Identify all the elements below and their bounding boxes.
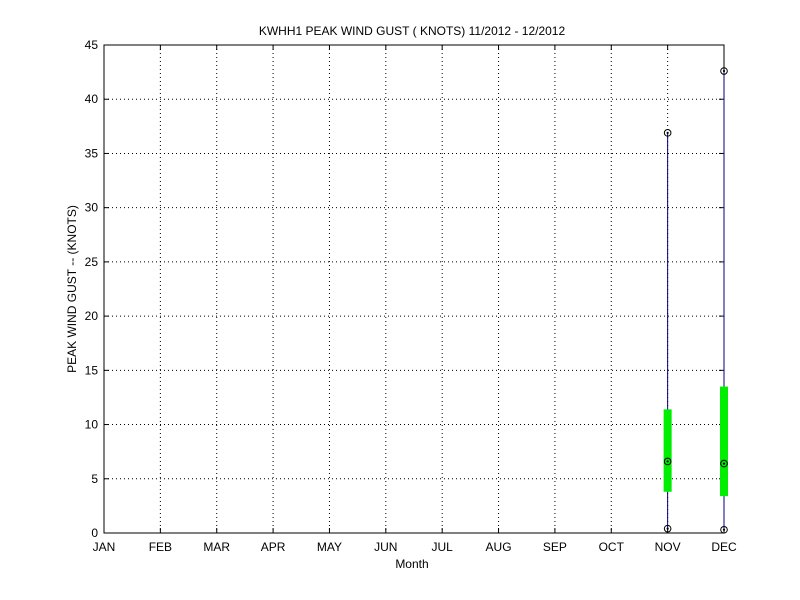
median-marker-dot <box>722 462 726 465</box>
y-tick-label: 10 <box>85 418 99 432</box>
y-tick-label: 35 <box>85 146 99 160</box>
x-tick-label: JUL <box>432 540 454 554</box>
min-marker-dot <box>722 528 726 531</box>
y-tick-label: 15 <box>85 363 99 377</box>
x-tick-label: AUG <box>486 540 512 554</box>
min-marker <box>663 524 672 533</box>
max-marker <box>720 67 728 75</box>
median-marker-dot <box>666 460 669 463</box>
x-tick-label: MAR <box>203 540 230 554</box>
x-tick-label: JAN <box>93 540 116 554</box>
grid <box>104 45 724 533</box>
y-tick-label: 20 <box>85 309 99 323</box>
x-tick-label: OCT <box>599 540 625 554</box>
min-marker <box>720 525 728 534</box>
min-marker-dot <box>666 527 669 530</box>
x-tick-label: MAY <box>317 540 342 554</box>
y-tick-label: 45 <box>85 38 99 52</box>
y-tick-label: 40 <box>85 92 99 106</box>
y-tick-label: 30 <box>85 201 99 215</box>
y-tick-label: 0 <box>91 526 98 540</box>
box-plots <box>663 67 728 534</box>
x-tick-label: FEB <box>149 540 172 554</box>
x-tick-labels: JAN FEB MAR APR MAY JUN JUL AUG SEP OCT NOV DEC <box>93 540 737 554</box>
box-dec <box>720 67 728 534</box>
plot-frame <box>103 44 725 534</box>
axis-ticks <box>103 44 725 534</box>
y-tick-label: 5 <box>91 472 98 486</box>
median-marker <box>720 459 728 468</box>
x-tick-label: APR <box>261 540 286 554</box>
x-tick-label: SEP <box>543 540 567 554</box>
y-tick-label: 25 <box>85 255 99 269</box>
x-tick-label: DEC <box>711 540 737 554</box>
max-marker-dot <box>722 69 726 73</box>
box-nov <box>663 129 672 533</box>
x-tick-label: JUN <box>374 540 397 554</box>
y-tick-labels: 0 5 10 15 20 25 30 35 40 45 <box>85 38 99 540</box>
max-marker-dot <box>666 131 669 134</box>
max-marker <box>663 129 672 137</box>
x-tick-label: NOV <box>655 540 681 554</box>
median-marker <box>663 457 672 466</box>
x-axis-label: Month <box>395 557 428 571</box>
y-axis-label: PEAK WIND GUST -- (KNOTS) <box>65 205 79 373</box>
chart-title: KWHH1 PEAK WIND GUST ( KNOTS) 11/2012 - … <box>259 24 566 38</box>
